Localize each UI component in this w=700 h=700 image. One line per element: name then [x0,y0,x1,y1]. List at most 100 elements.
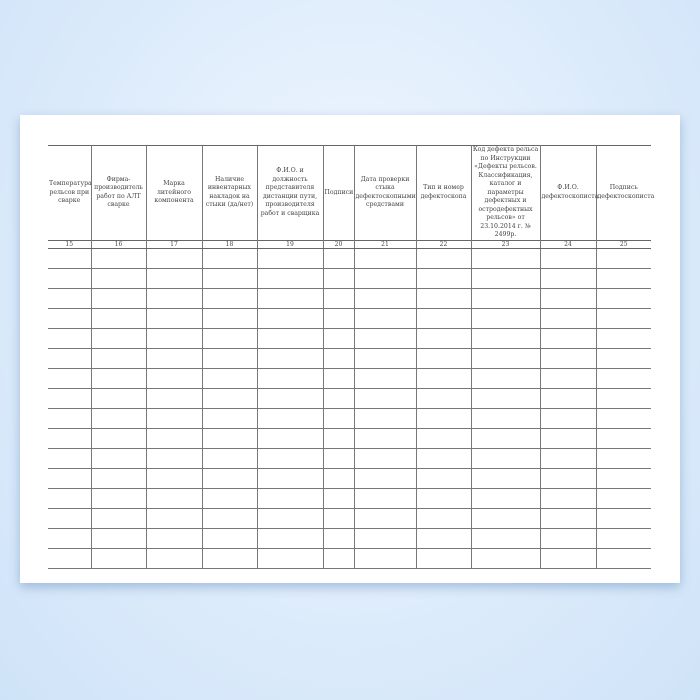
table-cell[interactable] [595,448,651,469]
table-cell[interactable] [322,348,355,369]
table-cell[interactable] [595,288,651,309]
table-cell[interactable] [470,368,541,389]
table-cell[interactable] [201,348,258,369]
table-cell[interactable] [539,488,597,509]
table-cell[interactable] [539,308,597,329]
table-cell[interactable] [145,388,203,409]
table-cell[interactable] [322,368,355,389]
table-cell[interactable] [256,268,324,289]
table-cell[interactable] [415,408,472,429]
table-cell[interactable] [48,288,92,309]
table-cell[interactable] [415,328,472,349]
table-cell[interactable] [90,488,147,509]
table-cell[interactable] [539,328,597,349]
table-cell[interactable] [353,328,417,349]
table-cell[interactable] [322,468,355,489]
table-cell[interactable] [48,348,92,369]
table-cell[interactable] [145,288,203,309]
table-cell[interactable] [353,528,417,549]
table-cell[interactable] [595,368,651,389]
table-cell[interactable] [353,468,417,489]
table-cell[interactable] [322,388,355,409]
table-cell[interactable] [595,548,651,569]
table-cell[interactable] [48,508,92,529]
table-cell[interactable] [145,408,203,429]
table-cell[interactable] [90,268,147,289]
table-cell[interactable] [48,548,92,569]
table-cell[interactable] [48,528,92,549]
table-cell[interactable] [256,388,324,409]
table-cell[interactable] [201,468,258,489]
table-cell[interactable] [595,308,651,329]
table-cell[interactable] [595,408,651,429]
table-cell[interactable] [201,408,258,429]
table-cell[interactable] [201,448,258,469]
table-cell[interactable] [145,448,203,469]
table-cell[interactable] [201,488,258,509]
table-cell[interactable] [470,528,541,549]
table-cell[interactable] [415,508,472,529]
table-cell[interactable] [256,548,324,569]
table-cell[interactable] [90,368,147,389]
table-cell[interactable] [322,448,355,469]
table-cell[interactable] [415,428,472,449]
table-cell[interactable] [322,488,355,509]
table-cell[interactable] [256,308,324,329]
table-cell[interactable] [415,528,472,549]
table-cell[interactable] [48,308,92,329]
table-cell[interactable] [415,268,472,289]
table-cell[interactable] [256,348,324,369]
table-cell[interactable] [145,348,203,369]
table-cell[interactable] [539,468,597,489]
table-cell[interactable] [539,268,597,289]
table-cell[interactable] [595,328,651,349]
table-cell[interactable] [415,288,472,309]
table-cell[interactable] [201,388,258,409]
table-cell[interactable] [415,548,472,569]
table-cell[interactable] [201,268,258,289]
table-cell[interactable] [256,508,324,529]
table-cell[interactable] [470,548,541,569]
table-cell[interactable] [415,488,472,509]
table-cell[interactable] [322,288,355,309]
table-cell[interactable] [256,468,324,489]
table-cell[interactable] [322,548,355,569]
table-cell[interactable] [48,368,92,389]
table-cell[interactable] [595,268,651,289]
table-cell[interactable] [48,448,92,469]
table-cell[interactable] [145,248,203,269]
table-cell[interactable] [145,268,203,289]
table-cell[interactable] [256,248,324,269]
table-cell[interactable] [256,368,324,389]
table-cell[interactable] [539,288,597,309]
table-cell[interactable] [201,308,258,329]
table-cell[interactable] [353,248,417,269]
table-cell[interactable] [48,428,92,449]
table-cell[interactable] [415,448,472,469]
table-cell[interactable] [201,548,258,569]
table-cell[interactable] [470,448,541,469]
table-cell[interactable] [322,308,355,329]
table-cell[interactable] [48,408,92,429]
table-cell[interactable] [539,428,597,449]
table-cell[interactable] [595,508,651,529]
table-cell[interactable] [145,508,203,529]
table-cell[interactable] [470,348,541,369]
table-cell[interactable] [353,348,417,369]
table-cell[interactable] [470,388,541,409]
table-cell[interactable] [201,508,258,529]
table-cell[interactable] [595,348,651,369]
table-cell[interactable] [48,328,92,349]
table-cell[interactable] [322,408,355,429]
table-cell[interactable] [322,268,355,289]
table-cell[interactable] [539,248,597,269]
table-cell[interactable] [322,428,355,449]
table-cell[interactable] [539,528,597,549]
table-cell[interactable] [145,308,203,329]
table-cell[interactable] [470,408,541,429]
table-cell[interactable] [539,448,597,469]
table-cell[interactable] [90,328,147,349]
table-cell[interactable] [353,408,417,429]
table-cell[interactable] [470,248,541,269]
table-cell[interactable] [90,248,147,269]
